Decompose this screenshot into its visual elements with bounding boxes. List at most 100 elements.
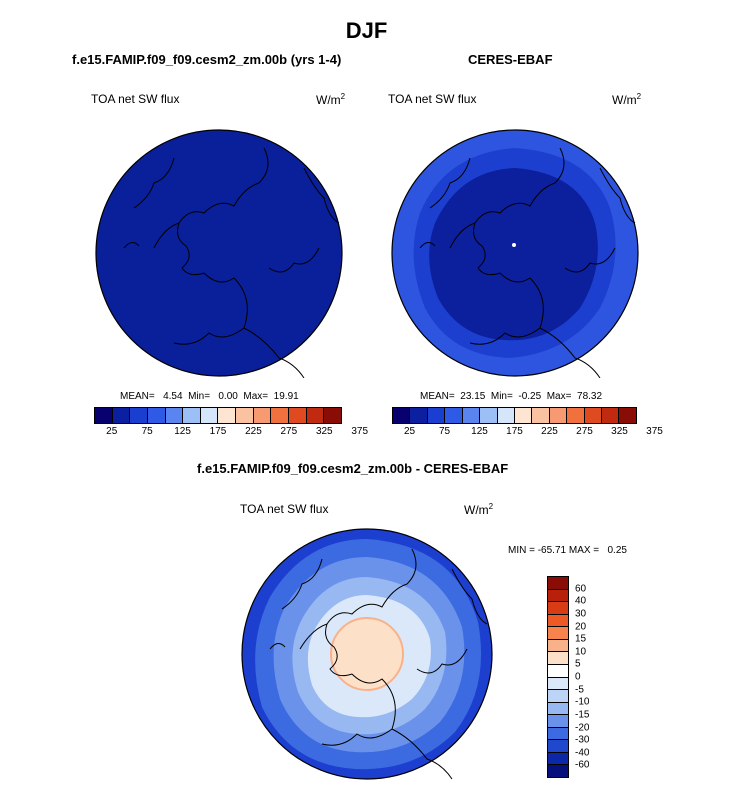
diff-colorbar-swatch: [548, 614, 568, 628]
obs-units-label: W/m2: [612, 92, 642, 107]
model-colorbar-swatch: [95, 408, 113, 423]
obs-colorbar-swatch: [480, 408, 498, 423]
model-colorbar-swatch: [165, 408, 184, 423]
model-variable-label: TOA net SW flux: [91, 92, 180, 106]
diff-colorbar-tick-label: 30: [575, 608, 587, 620]
diff-colorbar-swatch: [548, 589, 568, 603]
obs-stats: MEAN= 23.15 Min= -0.25 Max= 78.32: [420, 391, 603, 402]
diff-colorbar-tick-label: -15: [575, 709, 590, 721]
obs-colorbar-swatch: [602, 408, 620, 423]
diff-colorbar-tick-label: 40: [575, 595, 587, 607]
obs-colorbar-swatch: [567, 408, 585, 423]
obs-colorbar-swatch: [619, 408, 636, 423]
diff-colorbar-swatch: [548, 677, 568, 691]
diff-colorbar-tick-label: 0: [575, 671, 581, 683]
obs-colorbar-swatch: [584, 408, 603, 423]
diff-colorbar-swatch: [548, 740, 568, 753]
diff-colorbar-swatch: [548, 627, 568, 640]
diff-colorbar-tick-label: 15: [575, 633, 587, 645]
diff-variable-label: TOA net SW flux: [240, 502, 329, 516]
diff-map-border: [241, 528, 493, 780]
diff-colorbar-tick-label: -60: [575, 759, 590, 771]
diff-colorbar-swatch: [548, 664, 568, 678]
obs-panel-title: CERES-EBAF: [468, 52, 553, 67]
obs-colorbar-ticks: 25 75 125 175 225 275 325 375: [392, 424, 663, 438]
model-colorbar-swatch: [324, 408, 341, 423]
model-colorbar-swatches: [94, 407, 342, 424]
model-colorbar: 25 75 125 175 225 275 325 375: [94, 407, 368, 438]
obs-colorbar-swatch: [393, 408, 411, 423]
diff-colorbar-swatch: [548, 577, 568, 590]
model-colorbar-tick-label: 275: [280, 426, 298, 437]
obs-pole-marker: [512, 243, 516, 247]
obs-colorbar: 25 75 125 175 225 275 325 375: [392, 407, 663, 438]
model-polar-map: [95, 129, 343, 378]
diff-colorbar-ticks: 60 40 30 20 15 10 5 0 -5 -10 -15 -20 -30 -40 -60: [575, 576, 615, 778]
model-units-label: W/m2: [316, 92, 346, 107]
diff-colorbar-swatch: [548, 639, 568, 653]
model-colorbar-tick-label: 75: [141, 426, 153, 437]
obs-colorbar-tick-label: 375: [646, 426, 663, 437]
obs-colorbar-swatch: [410, 408, 428, 423]
obs-colorbar-tick-label: 25: [403, 426, 416, 437]
model-colorbar-swatch: [218, 408, 237, 423]
diff-colorbar-swatch: [548, 752, 568, 766]
diff-colorbar-swatch: [548, 765, 568, 777]
obs-colorbar-tick-label: 275: [576, 426, 593, 437]
diff-colorbar-swatch: [548, 690, 568, 703]
obs-colorbar-tick-label: 175: [506, 426, 523, 437]
obs-colorbar-tick-label: 125: [471, 426, 488, 437]
diff-colorbar-swatch: [548, 715, 568, 728]
model-colorbar-swatch: [289, 408, 307, 423]
model-colorbar-swatch: [183, 408, 201, 423]
diff-colorbar-tick-label: -10: [575, 696, 590, 708]
obs-colorbar-swatch: [427, 408, 446, 423]
diff-band-center: [330, 617, 404, 691]
model-coastlines: [123, 147, 340, 378]
obs-colorbar-swatch: [514, 408, 533, 423]
diff-units-label: W/m2: [464, 502, 494, 517]
obs-colorbar-swatch: [532, 408, 550, 423]
model-colorbar-tick-label: 175: [209, 426, 227, 437]
diff-colorbar-tick-label: -20: [575, 722, 590, 733]
model-stats: MEAN= 4.54 Min= 0.00 Max= 19.91: [120, 391, 299, 402]
obs-polar-map: [391, 129, 639, 378]
obs-colorbar-swatch: [445, 408, 463, 423]
diff-colorbar-swatches: [547, 576, 569, 778]
model-colorbar-swatch: [253, 408, 272, 423]
obs-colorbar-swatches: [392, 407, 637, 424]
model-colorbar-swatch: [236, 408, 254, 423]
diff-colorbar: [547, 576, 569, 778]
diff-colorbar-tick-label: 5: [575, 658, 581, 670]
diff-colorbar-tick-label: 10: [575, 646, 587, 658]
model-panel-title: f.e15.FAMIP.f09_f09.cesm2_zm.00b (yrs 1-…: [72, 52, 342, 67]
model-colorbar-tick-label: 25: [106, 426, 118, 437]
obs-colorbar-tick-label: 75: [438, 426, 451, 437]
diff-colorbar-swatch: [548, 652, 568, 665]
diff-colorbar-tick-label: -5: [575, 684, 584, 696]
diff-colorbar-tick-label: -30: [575, 734, 590, 746]
model-colorbar-tick-label: 225: [245, 426, 262, 437]
diff-colorbar-tick-label: 60: [575, 583, 587, 595]
model-colorbar-swatch: [147, 408, 166, 423]
obs-map-inner-band: [429, 168, 598, 341]
obs-colorbar-tick-label: 225: [541, 426, 558, 437]
model-map-disk: [95, 129, 343, 377]
model-colorbar-swatch: [130, 408, 148, 423]
diff-panel-title: f.e15.FAMIP.f09_f09.cesm2_zm.00b - CERES…: [197, 461, 509, 476]
model-colorbar-swatch: [271, 408, 290, 423]
obs-colorbar-tick-label: 325: [611, 426, 628, 437]
diff-colorbar-swatch: [548, 727, 568, 741]
diff-colorbar-tick-label: -40: [575, 747, 590, 759]
diff-polar-map: [241, 528, 493, 780]
obs-colorbar-swatch: [549, 408, 568, 423]
obs-coastlines: [419, 147, 636, 378]
model-colorbar-tick-label: 375: [351, 426, 369, 437]
diff-colorbar-swatch: [548, 702, 568, 716]
model-colorbar-tick-label: 325: [315, 426, 333, 437]
model-colorbar-tick-label: 125: [174, 426, 191, 437]
model-colorbar-swatch: [112, 408, 131, 423]
diff-minmax: MIN = -65.71 MAX = 0.25: [508, 545, 627, 556]
model-colorbar-swatch: [200, 408, 219, 423]
obs-colorbar-swatch: [462, 408, 481, 423]
